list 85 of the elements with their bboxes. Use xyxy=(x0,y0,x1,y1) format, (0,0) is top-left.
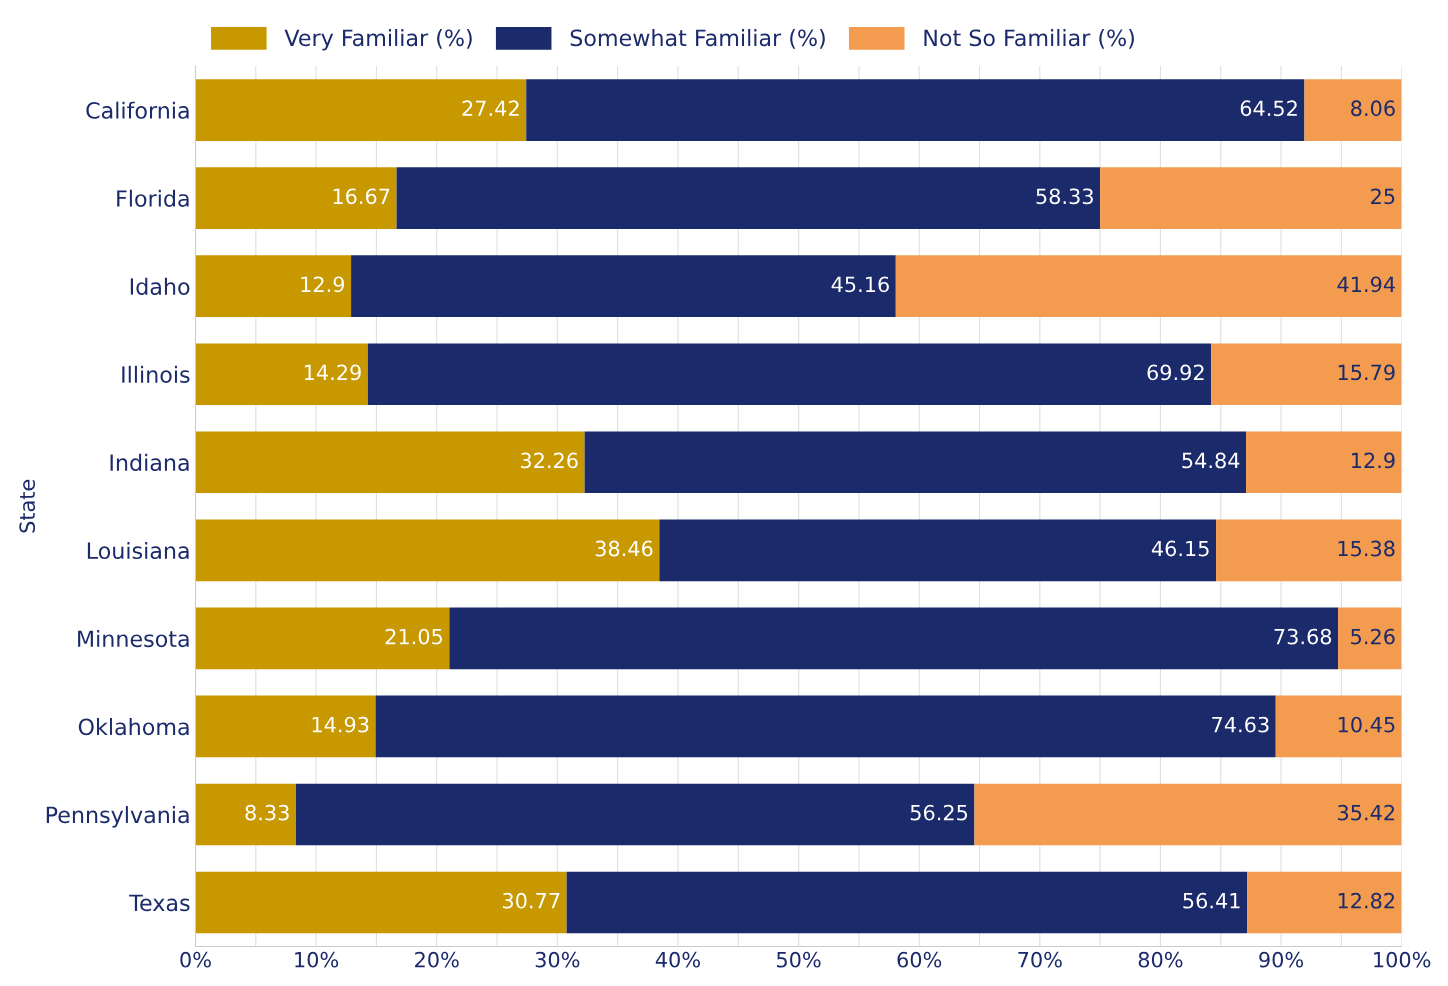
y-tick-label: Texas xyxy=(129,894,190,912)
data-label: 45.16 xyxy=(831,276,889,293)
x-tick-label: 30% xyxy=(535,951,580,968)
bar xyxy=(195,79,527,141)
y-tick-label: Illinois xyxy=(122,365,190,383)
data-label: 64.52 xyxy=(1240,100,1297,117)
bar xyxy=(195,167,397,229)
bar xyxy=(449,607,1339,670)
data-label: 58.33 xyxy=(1036,188,1093,205)
bar xyxy=(1100,167,1402,229)
bar xyxy=(1246,431,1402,494)
x-tick-label: 90% xyxy=(1259,951,1304,968)
data-label: 69.92 xyxy=(1147,364,1204,381)
y-tick-label: Minnesota xyxy=(78,629,189,648)
bar xyxy=(396,167,1101,229)
data-label: 54.84 xyxy=(1182,452,1240,469)
data-label: 25 xyxy=(1371,188,1395,205)
x-tick-label: 80% xyxy=(1138,951,1183,968)
data-label: 15.79 xyxy=(1338,364,1395,381)
data-label: 5.26 xyxy=(1351,628,1395,645)
data-label: 56.25 xyxy=(910,804,968,821)
bar xyxy=(351,255,896,317)
y-tick-label: Louisiana xyxy=(87,541,189,560)
bar xyxy=(526,79,1305,141)
y-tick-label: California xyxy=(86,101,189,119)
data-label: 8.06 xyxy=(1351,100,1395,117)
x-tick-label: 60% xyxy=(897,951,942,968)
y-tick-label: Pennsylvania xyxy=(46,806,189,828)
data-label: 30.77 xyxy=(503,892,560,909)
data-label: 12.9 xyxy=(1352,452,1395,469)
bar xyxy=(1211,343,1402,406)
y-tick-label: Florida xyxy=(117,189,189,207)
y-tick-label: Indiana xyxy=(110,453,189,472)
bar xyxy=(1247,871,1402,934)
bar xyxy=(1304,79,1402,141)
legend-label: Not So Familiar (%) xyxy=(924,29,1134,49)
bar xyxy=(1338,607,1402,670)
bar xyxy=(295,783,975,846)
bar xyxy=(195,255,352,317)
data-label: 14.93 xyxy=(312,716,369,733)
data-label: 16.67 xyxy=(333,188,390,205)
bar xyxy=(195,431,585,494)
bar xyxy=(895,255,1402,317)
data-label: 73.68 xyxy=(1274,628,1332,645)
bar xyxy=(195,695,376,758)
x-tick-label: 100% xyxy=(1374,951,1431,968)
bar xyxy=(375,695,1276,758)
data-label: 56.41 xyxy=(1183,892,1240,909)
bar xyxy=(1216,519,1402,582)
x-tick-label: 50% xyxy=(777,951,821,968)
data-label: 15.38 xyxy=(1338,540,1395,557)
bar xyxy=(195,783,296,846)
y-tick-label: Oklahoma xyxy=(78,717,189,736)
data-label: 35.42 xyxy=(1338,804,1395,821)
bar xyxy=(584,431,1247,494)
data-label: 12.9 xyxy=(301,276,345,293)
y-axis-title: State xyxy=(19,479,36,533)
data-label: 12.82 xyxy=(1338,892,1395,909)
data-label: 8.33 xyxy=(245,804,289,821)
data-label: 21.05 xyxy=(385,628,443,645)
data-label: 14.29 xyxy=(304,364,361,381)
data-label: 38.46 xyxy=(595,540,653,557)
bar xyxy=(566,871,1248,934)
data-label: 41.94 xyxy=(1337,276,1395,293)
bar xyxy=(974,783,1402,846)
bar xyxy=(195,519,660,582)
bar xyxy=(1275,695,1402,758)
x-tick-label: 40% xyxy=(655,951,700,968)
data-label: 10.45 xyxy=(1338,716,1395,733)
x-tick-label: 20% xyxy=(415,951,459,968)
bar xyxy=(195,343,368,406)
data-label: 32.26 xyxy=(520,452,578,469)
legend-label: Very Familiar (%) xyxy=(284,29,472,51)
x-tick-label: 70% xyxy=(1018,951,1062,968)
data-label: 46.15 xyxy=(1151,540,1209,557)
legend-label: Somewhat Familiar (%) xyxy=(570,29,825,49)
x-tick-label: 0% xyxy=(180,951,211,968)
bar xyxy=(659,519,1217,582)
data-label: 27.42 xyxy=(462,100,519,116)
bar xyxy=(195,871,567,934)
data-label: 74.63 xyxy=(1212,716,1269,733)
y-tick-label: Idaho xyxy=(130,277,190,295)
bar xyxy=(367,343,1212,406)
x-tick-label: 10% xyxy=(295,951,339,968)
bar xyxy=(195,607,450,670)
